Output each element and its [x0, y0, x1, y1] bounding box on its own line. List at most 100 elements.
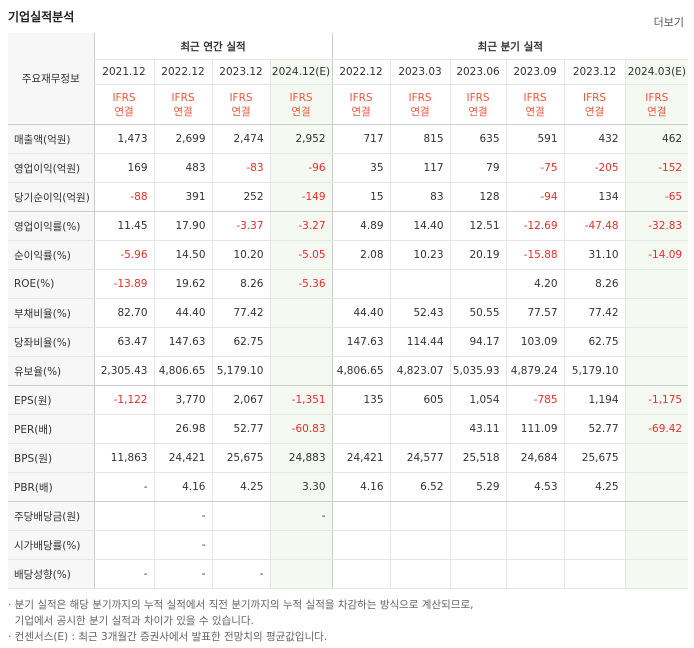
data-row: 시가배당률(%) -: [8, 530, 689, 560]
standard: IFRS 연결: [563, 84, 626, 125]
value-cell: [449, 559, 507, 589]
value-cell: 111.09: [505, 414, 565, 444]
value-cell: 26.98: [153, 414, 212, 444]
value-cell: -88: [93, 182, 154, 212]
scope-name: 연결: [647, 105, 667, 118]
value-cell: [563, 501, 626, 531]
value-cell: 2,067: [211, 385, 270, 415]
value-cell: 50.55: [449, 298, 507, 328]
value-cell: 24,577: [389, 443, 451, 473]
value-cell: [269, 559, 333, 589]
period: 2023.03: [389, 59, 451, 85]
value-cell: -785: [505, 385, 565, 415]
row-label: 영업이익(억원): [8, 153, 94, 183]
value-cell: 10.20: [211, 240, 270, 270]
value-cell: -75: [505, 153, 565, 183]
data-row: 당기순이익(억원) -88 391 252 -149 15 83 128 -94 134 -65: [8, 182, 689, 212]
value-cell: 44.40: [331, 298, 391, 328]
value-cell: 82.70: [93, 298, 154, 328]
corner-label: 주요재무정보: [8, 33, 94, 125]
value-cell: 8.26: [211, 269, 270, 299]
period: 2023.12: [563, 59, 626, 85]
value-cell: 4.25: [563, 472, 626, 502]
value-cell: 63.47: [93, 327, 154, 357]
value-cell: [269, 356, 333, 386]
value-cell: [624, 559, 689, 589]
data-row: 주당배당금(원) - -: [8, 501, 689, 531]
value-cell: 2,952: [269, 124, 333, 154]
value-cell: 4,806.65: [153, 356, 212, 386]
value-cell: 77.42: [211, 298, 270, 328]
value-cell: 14.40: [389, 211, 451, 241]
value-cell: -32.83: [624, 211, 689, 241]
group-label: 최근 연간 실적: [93, 33, 333, 60]
data-row: ROE(%) -13.89 19.62 8.26 -5.36 4.20 8.26: [8, 269, 689, 299]
value-cell: 2.08: [331, 240, 391, 270]
value-cell: 4.16: [153, 472, 212, 502]
value-cell: 19.62: [153, 269, 212, 299]
row-label: 당좌비율(%): [8, 327, 94, 357]
value-cell: [389, 269, 451, 299]
value-cell: 35: [331, 153, 391, 183]
value-cell: 15: [331, 182, 391, 212]
data-row: 유보율(%) 2,305.43 4,806.65 5,179.10 4,806.65 4,…: [8, 356, 689, 386]
value-cell: 1,194: [563, 385, 626, 415]
data-row: 순이익률(%) -5.96 14.50 10.20 -5.05 2.08 10.23 20.1…: [8, 240, 689, 270]
value-cell: -13.89: [93, 269, 154, 299]
value-cell: -: [93, 472, 154, 502]
value-cell: 117: [389, 153, 451, 183]
value-cell: 24,684: [505, 443, 565, 473]
scope-name: 연결: [231, 105, 251, 118]
value-cell: 12.51: [449, 211, 507, 241]
value-cell: 4.89: [331, 211, 391, 241]
performance-table: 주요재무정보 최근 연간 실적 최근 분기 실적 2021.12 2022.12 2023…: [8, 33, 689, 589]
standard-name: IFRS: [466, 91, 490, 104]
note-line: · 컨센서스(E) : 최근 3개월간 증권사에서 발표한 전망치의 평균값입니…: [8, 631, 328, 643]
period: 2023.06: [449, 59, 507, 85]
value-cell: -60.83: [269, 414, 333, 444]
standard: IFRS 연결: [389, 84, 451, 125]
value-cell: 17.90: [153, 211, 212, 241]
value-cell: 94.17: [449, 327, 507, 357]
value-cell: [389, 530, 451, 560]
value-cell: 4.20: [505, 269, 565, 299]
value-cell: 4.53: [505, 472, 565, 502]
value-cell: 2,699: [153, 124, 212, 154]
note-line: 기업에서 공시한 분기 실적과 차이가 있을 수 있습니다.: [8, 615, 254, 627]
value-cell: 1,473: [93, 124, 154, 154]
value-cell: 252: [211, 182, 270, 212]
value-cell: 5,035.93: [449, 356, 507, 386]
data-row: PBR(배) -4.16 4.25 3.30 4.16 6.52 5.29 4.53 4.25: [8, 472, 689, 502]
more-link[interactable]: 더보기: [653, 16, 684, 29]
scope-name: 연결: [525, 105, 545, 118]
value-cell: 52.77: [211, 414, 270, 444]
standard-name: IFRS: [171, 91, 195, 104]
value-cell: [269, 327, 333, 357]
row-label: 부채비율(%): [8, 298, 94, 328]
value-cell: [211, 501, 270, 531]
value-cell: 462: [624, 124, 689, 154]
scope-name: 연결: [351, 105, 371, 118]
scope-name: 연결: [584, 105, 605, 118]
data-row: 영업이익(억원) 169 483 -83 -96 35 117 79 -75 -205 -152: [8, 153, 689, 183]
standard-name: IFRS: [229, 91, 253, 104]
value-cell: [624, 472, 689, 502]
data-row: PER(배) 26.98 52.77 -60.83 43.11 111.09 52.77 -6…: [8, 414, 689, 444]
value-cell: -69.42: [624, 414, 689, 444]
value-cell: [331, 269, 391, 299]
row-label: 배당성향(%): [8, 559, 94, 589]
value-cell: 52.43: [389, 298, 451, 328]
note-line: · 분기 실적은 해당 분기까지의 누적 실적에서 직전 분기까지의 누적 실적…: [8, 599, 474, 611]
value-cell: 3.30: [269, 472, 333, 502]
value-cell: -94: [505, 182, 565, 212]
scope-name: 연결: [114, 105, 134, 118]
value-cell: [93, 501, 154, 531]
value-cell: 25,675: [211, 443, 270, 473]
standard: IFRS 연결: [624, 84, 689, 125]
value-cell: 5.29: [449, 472, 507, 502]
value-cell: 391: [153, 182, 212, 212]
value-cell: 103.09: [505, 327, 565, 357]
standard-row: IFRS 연결 IFRS 연결 IFRS 연결 IFRS 연결 IFRS 연결 IFRS 연결 IFRS…: [8, 84, 689, 125]
value-cell: -47.48: [563, 211, 626, 241]
value-cell: 24,421: [331, 443, 391, 473]
